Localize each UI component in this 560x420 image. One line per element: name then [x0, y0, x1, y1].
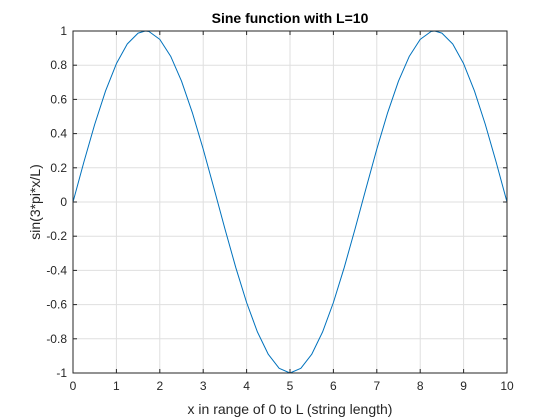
x-tick-label: 10 — [500, 379, 514, 393]
x-tick-label: 4 — [243, 379, 250, 393]
y-axis-label: sin(3*pi*x/L) — [27, 164, 43, 239]
x-tick-label: 3 — [200, 379, 207, 393]
x-tick-label: 5 — [287, 379, 294, 393]
ticks: 0 1 2 3 4 5 6 7 8 9 10 -1 -0.8 -0.6 -0.4 -0.2 0 0.2 0.4 0.6… — [46, 24, 514, 393]
y-tick-label: -1 — [56, 366, 67, 380]
x-tick-label: 0 — [70, 379, 77, 393]
y-tick-label: 0.8 — [50, 58, 67, 72]
chart-title: Sine function with L=10 — [212, 10, 369, 26]
y-tick-label: -0.4 — [46, 263, 67, 277]
y-tick-label: -0.6 — [46, 298, 67, 312]
y-tick-label: 0 — [60, 195, 67, 209]
x-tick-label: 8 — [417, 379, 424, 393]
x-tick-label: 9 — [460, 379, 467, 393]
x-tick-label: 6 — [330, 379, 337, 393]
x-tick-label: 7 — [373, 379, 380, 393]
y-tick-label: -0.8 — [46, 332, 67, 346]
x-tick-label: 2 — [156, 379, 163, 393]
x-tick-label: 1 — [113, 379, 120, 393]
x-axis-label: x in range of 0 to L (string length) — [188, 401, 393, 417]
y-tick-label: 0.4 — [50, 127, 67, 141]
y-tick-label: 0.2 — [50, 161, 67, 175]
y-tick-label: 1 — [60, 24, 67, 38]
y-tick-label: -0.2 — [46, 229, 67, 243]
y-tick-label: 0.6 — [50, 92, 67, 106]
